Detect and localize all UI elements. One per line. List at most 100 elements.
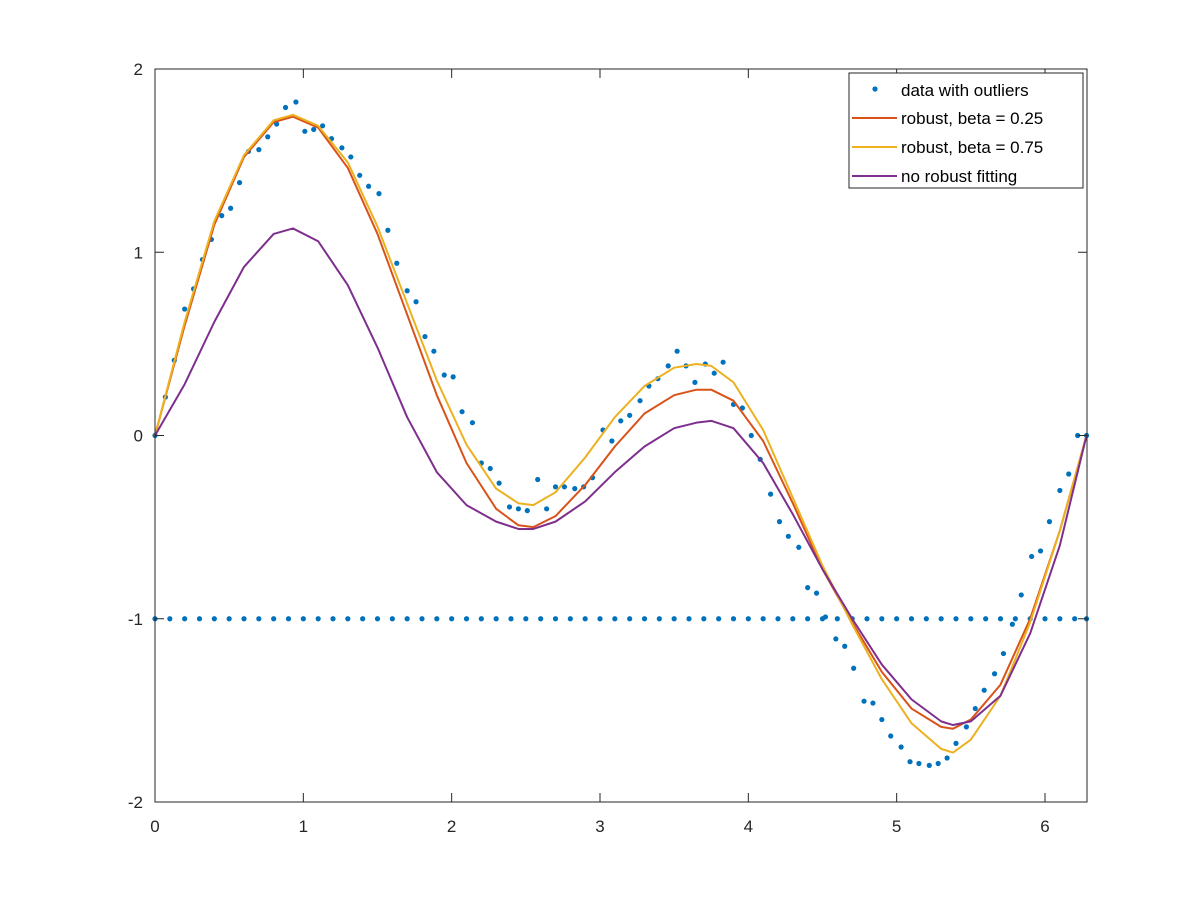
series-line [154,115,1088,730]
data-point [389,616,395,622]
x-tick-label: 1 [299,817,308,836]
data-point [711,370,717,376]
data-point [167,616,173,622]
data-point [701,616,707,622]
data-point [730,616,737,622]
series-3 [154,113,1088,754]
x-tick-label: 2 [447,817,456,836]
y-tick-label: -2 [128,793,143,812]
data-point [1057,487,1063,494]
data-point [413,299,419,305]
data-point [434,616,440,622]
data-point [1018,592,1024,598]
x-tick-label: 4 [744,817,753,836]
data-point [552,484,559,490]
data-point [330,616,336,622]
data-point [686,616,692,622]
data-point [211,616,217,622]
data-point [627,616,633,622]
ticks-layer: 0 1 2 3 4 5 6 -2 -1 0 1 2 [128,60,1087,836]
legend-marker-data [872,86,878,92]
data-point [496,480,502,486]
data-point [182,616,188,622]
data-point [641,616,648,622]
data-point [997,616,1004,622]
legend-label-data: data with outliers [901,81,1029,100]
data-point [385,227,391,233]
data-point [720,359,726,365]
legend-label-beta-025: robust, beta = 0.25 [901,109,1043,128]
data-point [612,616,618,622]
data-point [716,616,722,622]
data-point [842,643,848,649]
data-point [991,671,998,677]
x-tick-label: 0 [150,817,159,836]
data-point [228,205,234,211]
data-point [219,213,225,219]
data-point [469,420,476,426]
data-point [981,687,987,693]
data-point [366,183,372,189]
data-point [256,616,262,622]
data-point [1037,548,1044,554]
data-point [767,491,774,497]
data-point [813,590,820,596]
data-point [348,154,354,160]
data-point [760,616,766,622]
data-point [609,438,615,444]
data-point [785,533,791,539]
data-point [851,665,857,671]
data-point [582,616,588,622]
plot-area [155,69,1087,802]
data-point [459,409,465,415]
data-point [300,616,306,622]
data-point [567,616,573,622]
data-point [894,616,900,622]
data-point [656,616,662,622]
data-point [196,616,203,622]
data-point [1046,519,1053,525]
data-point [394,260,400,266]
data-point [944,755,950,761]
data-point [236,180,243,186]
data-point [972,705,978,712]
data-point [923,616,929,622]
data-point [907,759,913,765]
data-point [637,398,643,404]
data-point [226,616,232,622]
data-point [538,616,544,622]
data-point [374,616,381,622]
data-point [487,465,493,472]
data-point [311,126,317,133]
data-point [796,544,802,550]
legend-box [848,72,1084,189]
data-point [870,700,876,706]
data-point [1075,432,1081,439]
data-point [535,476,541,483]
data-point [271,616,277,622]
data-point [597,616,603,622]
data-point [256,147,262,153]
series-line [154,227,1088,727]
data-point [819,616,826,622]
data-point [544,506,550,512]
data-point [431,348,437,354]
data-point [241,616,247,622]
data-point [935,760,941,767]
data-point [441,372,447,378]
data-point [938,616,944,622]
data-point [898,744,904,750]
data-point [523,616,529,622]
data-point [265,134,271,140]
data-point [1000,650,1007,657]
data-point [861,698,867,704]
y-tick-label: 2 [134,60,143,79]
y-tick-label: -1 [128,610,143,629]
data-point [1042,616,1048,622]
data-point [508,616,514,622]
data-point [1072,616,1078,622]
data-point [692,379,698,385]
data-point [953,616,959,622]
data-point [775,616,781,622]
